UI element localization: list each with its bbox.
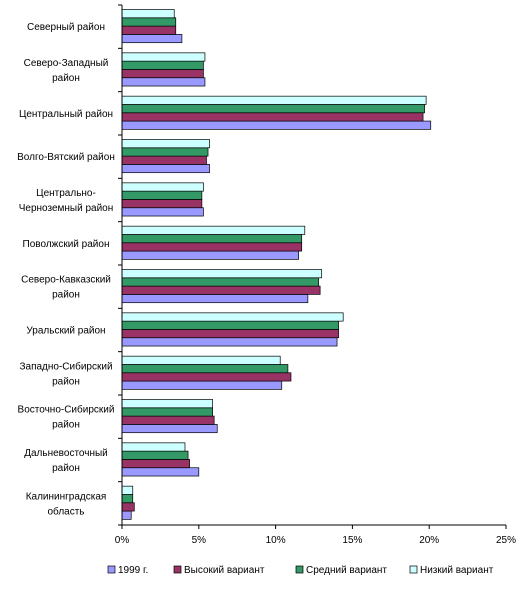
bar-3-1 xyxy=(121,17,177,27)
category-labels: Северный район Северо-Западный район Центра… xyxy=(17,22,115,517)
x-tick-label-4: 20% xyxy=(419,535,439,546)
category-label-6: Поволжский район xyxy=(23,239,110,250)
category-label-5: Центрально-Черноземный район xyxy=(19,188,114,214)
bar-4-1 xyxy=(121,9,175,19)
bar-4-7 xyxy=(121,269,323,279)
bar-1-11 xyxy=(121,467,200,477)
bar-3-10 xyxy=(121,407,213,417)
legend-swatch-4 xyxy=(409,565,418,574)
legend-swatch-3 xyxy=(295,565,304,574)
legend-label-1: 1999 г. xyxy=(118,565,148,576)
bar-4-8 xyxy=(121,312,344,322)
bar-3-11 xyxy=(121,450,189,460)
bar-2-2 xyxy=(121,69,204,79)
category-label-7: Северо-Кавказский район xyxy=(21,275,111,301)
bar-2-8 xyxy=(121,329,339,339)
category-label-9: Западно-Сибирский район xyxy=(19,360,112,387)
bar-1-2 xyxy=(121,77,206,87)
legend-swatch-2 xyxy=(173,565,182,574)
bar-3-4 xyxy=(121,147,209,157)
bar-2-5 xyxy=(121,199,203,209)
category-label-1: Северный район xyxy=(27,22,105,33)
bar-2-9 xyxy=(121,372,292,382)
bar-1-10 xyxy=(121,424,218,434)
legend-label-4: Низкий вариант xyxy=(420,565,494,576)
bar-2-12 xyxy=(121,502,135,512)
category-label-8: Уральский район xyxy=(26,326,105,337)
bar-1-1 xyxy=(121,34,183,44)
bar-1-12 xyxy=(121,510,132,520)
bar-3-8 xyxy=(121,320,339,330)
bar-3-12 xyxy=(121,494,134,504)
legend-swatch-1 xyxy=(107,565,116,574)
bar-2-1 xyxy=(121,25,177,35)
x-tick-label-0: 0% xyxy=(115,535,130,546)
axes: 0% 5% 10% 15% 20% 25% xyxy=(115,4,516,546)
bar-1-5 xyxy=(121,207,204,217)
x-tick-label-1: 5% xyxy=(192,535,207,546)
bar-1-9 xyxy=(121,380,283,390)
bar-4-4 xyxy=(121,139,210,149)
bar-4-6 xyxy=(121,225,306,235)
bar-1-4 xyxy=(121,164,210,174)
bar-4-2 xyxy=(121,52,206,62)
bar-2-7 xyxy=(121,285,321,295)
bar-3-2 xyxy=(121,60,204,70)
bar-3-6 xyxy=(121,234,303,244)
bar-3-9 xyxy=(121,364,289,374)
bar-2-10 xyxy=(121,415,215,425)
bar-4-11 xyxy=(121,442,186,452)
category-label-11: Дальневосточный район xyxy=(24,448,108,474)
x-tick-label-2: 10% xyxy=(266,535,286,546)
bar-2-6 xyxy=(121,242,303,252)
legend-label-2: Высокий вариант xyxy=(184,565,265,576)
x-tick-label-3: 15% xyxy=(342,535,362,546)
bars xyxy=(121,9,432,520)
category-label-3: Центральный район xyxy=(19,109,113,120)
bar-1-8 xyxy=(121,337,338,347)
bar-4-5 xyxy=(121,182,204,192)
bar-2-3 xyxy=(121,112,424,122)
bar-4-9 xyxy=(121,355,281,365)
bar-3-7 xyxy=(121,277,319,287)
category-label-2: Северо-Западный район xyxy=(24,58,109,84)
bar-1-3 xyxy=(121,120,432,130)
bar-4-3 xyxy=(121,95,427,105)
bar-4-12 xyxy=(121,485,134,495)
legend: 1999 г. Высокий вариант Средний вариант Низ… xyxy=(107,565,494,576)
category-label-10: Восточно-Сибирский район xyxy=(18,404,115,431)
bar-4-10 xyxy=(121,399,213,409)
bar-2-4 xyxy=(121,155,207,165)
bar-1-6 xyxy=(121,250,299,260)
bar-3-5 xyxy=(121,190,203,200)
x-tick-label-5: 25% xyxy=(496,535,516,546)
bar-2-11 xyxy=(121,459,190,469)
legend-label-3: Средний вариант xyxy=(306,565,387,576)
category-label-4: Волго-Вятский район xyxy=(17,152,115,163)
bar-1-7 xyxy=(121,294,309,304)
category-label-12: Калининградская область xyxy=(26,491,107,517)
bar-3-3 xyxy=(121,104,425,114)
